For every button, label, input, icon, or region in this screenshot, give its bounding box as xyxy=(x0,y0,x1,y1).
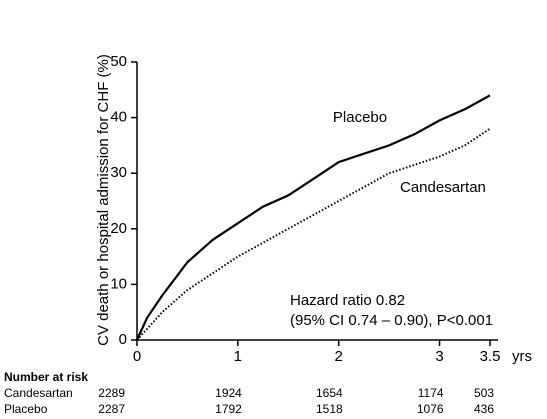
y-tick-label: 10 xyxy=(110,275,127,292)
x-tick-label: 2 xyxy=(335,348,343,365)
risk-row-label: Placebo xyxy=(4,402,48,416)
x-tick-label: 1 xyxy=(234,348,242,365)
y-tick-label: 30 xyxy=(110,164,127,181)
x-axis-label: yrs xyxy=(512,348,532,365)
risk-table-title: Number at risk xyxy=(4,370,88,384)
risk-value: 1518 xyxy=(316,402,343,416)
risk-value: 436 xyxy=(474,402,494,416)
risk-row-label: Candesartan xyxy=(4,386,73,400)
line xyxy=(135,94,491,341)
y-axis-label: CV death or hospital admission for CHF (… xyxy=(95,54,112,346)
y-tick-label: 40 xyxy=(110,109,127,126)
risk-value: 1076 xyxy=(417,402,444,416)
risk-value: 503 xyxy=(474,386,494,400)
line xyxy=(136,127,491,341)
y-tick-label: 0 xyxy=(119,331,127,348)
x-tick-label: 0 xyxy=(133,348,141,365)
risk-value: 1174 xyxy=(418,386,444,400)
x-tick-label: 3 xyxy=(435,348,443,365)
series-label: Placebo xyxy=(333,109,387,126)
y-tick-label: 20 xyxy=(110,220,127,237)
risk-value: 1924 xyxy=(215,386,242,400)
risk-value: 2289 xyxy=(98,386,125,400)
y-tick-label: 50 xyxy=(110,53,127,70)
series-label: Candesartan xyxy=(400,179,486,196)
annotation: (95% CI 0.74 – 0.90), P<0.001 xyxy=(290,312,493,329)
risk-value: 1792 xyxy=(215,402,242,416)
risk-value: 2287 xyxy=(98,402,125,416)
annotation: Hazard ratio 0.82 xyxy=(290,292,405,309)
risk-value: 1654 xyxy=(316,386,343,400)
x-tick-label: 3.5 xyxy=(480,348,501,365)
